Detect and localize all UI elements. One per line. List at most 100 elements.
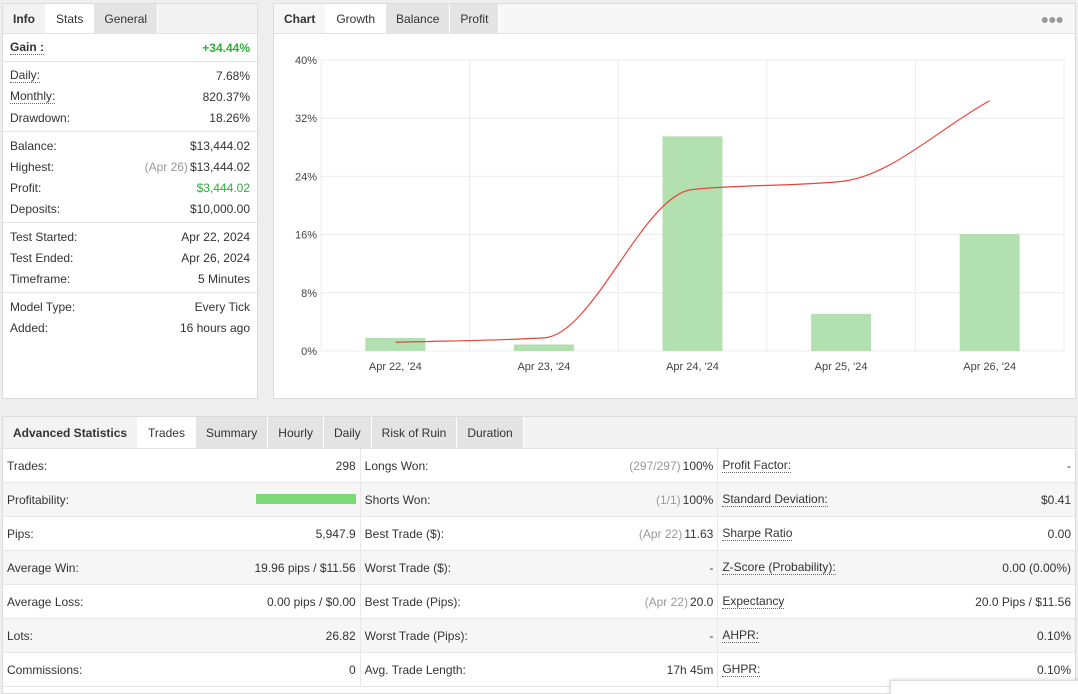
expectancy-label[interactable]: Expectancy (722, 593, 785, 609)
ahpr-label[interactable]: AHPR: (722, 627, 760, 643)
y-tick-label: 24% (295, 171, 317, 183)
x-tick-label: Apr 23, '24 (517, 361, 570, 373)
gain-label[interactable]: Gain : (10, 39, 45, 55)
test-started-row: Test Started: Apr 22, 2024 (10, 226, 250, 247)
timeframe-label: Timeframe: (10, 271, 71, 286)
corner-popup[interactable] (890, 680, 1078, 694)
longs-won-value: 100% (682, 458, 714, 473)
worst-trade-usd-label: Worst Trade ($): (364, 560, 452, 575)
tab-growth[interactable]: Growth (326, 4, 387, 33)
model-type-row: Model Type: Every Tick (10, 296, 250, 317)
stat-row-profit-factor: Profit Factor: - (718, 449, 1076, 483)
profitability-label: Profitability: (7, 492, 70, 507)
stat-row-expectancy: Expectancy 20.0 Pips / $11.56 (718, 585, 1076, 619)
deposits-value: $10,000.00 (189, 201, 250, 216)
info-tabbar: Info Stats General (3, 4, 257, 34)
model-group: Model Type: Every Tick Added: 16 hours a… (3, 293, 257, 341)
y-tick-label: 8% (301, 288, 317, 300)
added-value: 16 hours ago (179, 320, 250, 335)
stat-row-z-score: Z-Score (Probability): 0.00 (0.00%) (718, 551, 1076, 585)
best-trade-pips-value-wrap: (Apr 22) 20.0 (645, 595, 714, 609)
monthly-value: 820.37% (202, 89, 250, 104)
growth-chart: 0% 8% 16% 24% 32% 40% Apr 22, '24 Apr 23, '24 Ap… (295, 55, 1065, 373)
y-tick-label: 40% (295, 55, 317, 67)
chart-bar (513, 344, 574, 351)
x-tick-label: Apr 22, '24 (369, 361, 422, 373)
best-trade-pips-date: (Apr 22) (644, 594, 688, 609)
stat-row-average-win: Average Win: 19.96 pips / $11.56 (3, 551, 360, 585)
expectancy-value: 20.0 Pips / $11.56 (975, 594, 1072, 609)
test-started-label: Test Started: (10, 229, 78, 244)
best-trade-usd-date: (Apr 22) (638, 526, 683, 541)
daily-value: 7.68% (215, 68, 250, 83)
tab-summary[interactable]: Summary (195, 417, 269, 448)
x-tick-label: Apr 24, '24 (666, 361, 719, 373)
highest-label: Highest: (10, 159, 55, 174)
longs-won-label: Longs Won: (364, 458, 429, 473)
sharpe-ratio-value: 0.00 (1047, 526, 1072, 541)
tab-info[interactable]: Info (3, 4, 46, 33)
profit-factor-label[interactable]: Profit Factor: (722, 457, 792, 473)
test-group: Test Started: Apr 22, 2024 Test Ended: A… (3, 223, 257, 293)
average-win-value: 19.96 pips / $11.56 (254, 560, 356, 575)
monthly-label[interactable]: Monthly: (10, 88, 56, 104)
tab-hourly[interactable]: Hourly (268, 417, 324, 448)
ellipsis-icon[interactable]: ●●● (1040, 11, 1064, 27)
profit-value: $3,444.02 (196, 180, 250, 195)
z-score-value: 0.00 (0.00%) (1002, 560, 1072, 575)
longs-won-count: (297/297) (629, 458, 681, 473)
info-panel: Info Stats General Gain : +34.44% Daily:… (2, 3, 258, 399)
chart-bar (662, 136, 723, 351)
added-label: Added: (10, 320, 49, 335)
stat-row-best-trade-usd: Best Trade ($): (Apr 22) 11.63 (360, 517, 718, 551)
tab-risk-of-ruin[interactable]: Risk of Ruin (371, 417, 458, 448)
average-loss-label: Average Loss: (7, 594, 84, 609)
lots-value: 26.82 (325, 628, 356, 643)
stats-grid: Trades: 298 Profitability: Pips: 5,947.9… (3, 449, 1076, 687)
avg-trade-length-label: Avg. Trade Length: (364, 662, 466, 677)
balance-group: Balance: $13,444.02 Highest: (Apr 26) $13… (3, 132, 257, 223)
chart-tabbar: Chart Growth Balance Profit (274, 4, 1075, 34)
monthly-row: Monthly: 820.37% (10, 86, 250, 107)
daily-label[interactable]: Daily: (10, 67, 41, 83)
stat-row-sharpe-ratio: Sharpe Ratio 0.00 (718, 517, 1076, 551)
best-trade-pips-label: Best Trade (Pips): (364, 594, 461, 609)
gain-group: Gain : +34.44% (3, 34, 257, 62)
advanced-tabbar: Advanced Statistics Trades Summary Hourl… (3, 417, 1075, 449)
added-row: Added: 16 hours ago (10, 317, 250, 338)
tab-balance[interactable]: Balance (386, 4, 451, 33)
shorts-won-value: 100% (682, 492, 714, 507)
test-started-value: Apr 22, 2024 (181, 229, 250, 244)
stat-row-worst-trade-pips: Worst Trade (Pips): - (360, 619, 718, 653)
stat-row-commissions: Commissions: 0 (3, 653, 360, 687)
profit-row: Profit: $3,444.02 (10, 177, 250, 198)
tab-trades[interactable]: Trades (138, 417, 196, 448)
tab-chart[interactable]: Chart (274, 4, 327, 33)
tab-stats[interactable]: Stats (46, 4, 95, 33)
y-tick-label: 0% (301, 346, 317, 358)
tab-duration[interactable]: Duration (457, 417, 524, 448)
z-score-label[interactable]: Z-Score (Probability): (722, 559, 836, 575)
growth-line (395, 100, 990, 343)
highest-value-wrap: (Apr 26) $13,444.02 (145, 160, 250, 174)
worst-trade-usd-value: - (709, 560, 714, 575)
standard-deviation-label[interactable]: Standard Deviation: (722, 491, 828, 507)
worst-trade-pips-value: - (709, 628, 714, 643)
tab-daily[interactable]: Daily (323, 417, 372, 448)
balance-row: Balance: $13,444.02 (10, 135, 250, 156)
stat-row-trades: Trades: 298 (3, 449, 360, 483)
x-tick-label: Apr 26, '24 (963, 361, 1016, 373)
tab-general[interactable]: General (94, 4, 159, 33)
shorts-won-label: Shorts Won: (364, 492, 431, 507)
sharpe-ratio-label[interactable]: Sharpe Ratio (722, 525, 793, 541)
gain-row: Gain : +34.44% (10, 37, 250, 58)
timeframe-value: 5 Minutes (197, 271, 250, 286)
drawdown-label: Drawdown: (10, 110, 71, 125)
standard-deviation-value: $0.41 (1040, 492, 1072, 507)
chart-bar (959, 233, 1020, 351)
ghpr-value: 0.10% (1036, 662, 1072, 677)
trades-label: Trades: (7, 458, 48, 473)
highest-value: $13,444.02 (189, 159, 250, 174)
tab-profit[interactable]: Profit (450, 4, 500, 33)
ghpr-label[interactable]: GHPR: (722, 661, 761, 677)
